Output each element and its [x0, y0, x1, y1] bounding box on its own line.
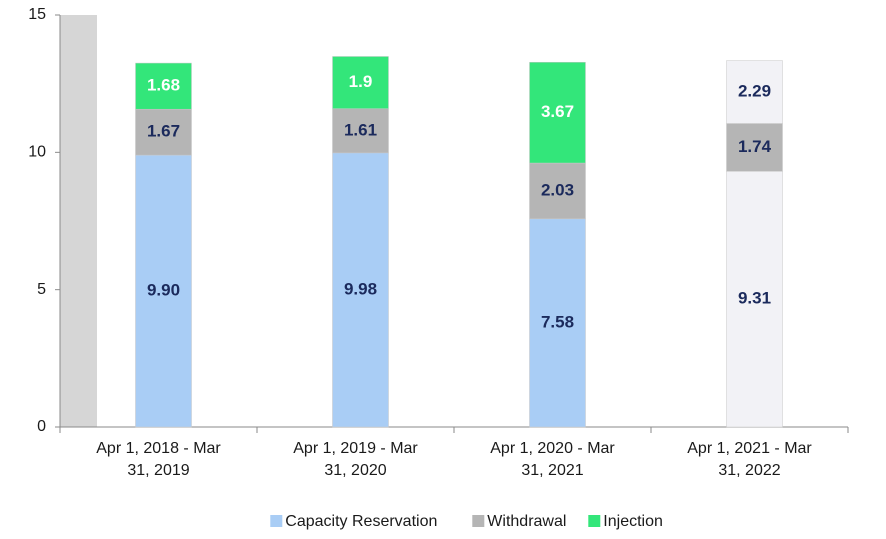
y-tick-label: 15: [28, 6, 46, 23]
legend-label: Withdrawal: [487, 513, 566, 530]
value-label: 9.98: [344, 279, 377, 298]
bar-segment: [332, 152, 389, 428]
y-tick-label: 5: [37, 281, 46, 298]
legend-swatch: [472, 515, 485, 527]
bar-segment: [529, 61, 586, 164]
bar-segment: [135, 108, 192, 156]
bar-segment: [529, 162, 586, 220]
bar-segment: [135, 154, 192, 428]
value-label: 1.67: [147, 122, 180, 141]
value-label: 1.74: [738, 137, 772, 156]
x-tick-label: Apr 1, 2018 - Mar 31, 2019: [96, 440, 221, 479]
x-tick-label: Apr 1, 2021 - Mar 31, 2022: [687, 440, 812, 479]
bar-segment: [726, 123, 783, 172]
value-label: 9.31: [738, 289, 771, 308]
legend-label: Capacity Reservation: [285, 513, 437, 530]
value-label: 1.9: [349, 72, 373, 91]
bar-segment: [135, 62, 192, 110]
x-tick-label: Apr 1, 2019 - Mar 31, 2020: [293, 440, 418, 479]
legend-label: Injection: [603, 513, 663, 530]
value-label: 3.67: [541, 102, 574, 121]
legend-swatch: [588, 515, 601, 527]
value-label: 7.58: [541, 312, 574, 331]
y-tick-label: 0: [37, 418, 46, 435]
bar-segment: [726, 171, 783, 428]
y-tick-label: 10: [28, 144, 46, 161]
bar-segment: [332, 108, 389, 154]
bar-segment: [332, 56, 389, 109]
bar-segment: [529, 218, 586, 428]
side-wall: [60, 15, 97, 427]
value-label: 2.03: [541, 180, 574, 199]
value-label: 1.61: [344, 120, 377, 139]
value-label: 1.68: [147, 76, 180, 95]
x-tick-label: Apr 1, 2020 - Mar 31, 2021: [490, 440, 615, 479]
value-label: 9.90: [147, 281, 180, 300]
value-label: 2.29: [738, 82, 771, 101]
bar-segment: [726, 60, 783, 124]
legend-swatch: [270, 515, 283, 527]
